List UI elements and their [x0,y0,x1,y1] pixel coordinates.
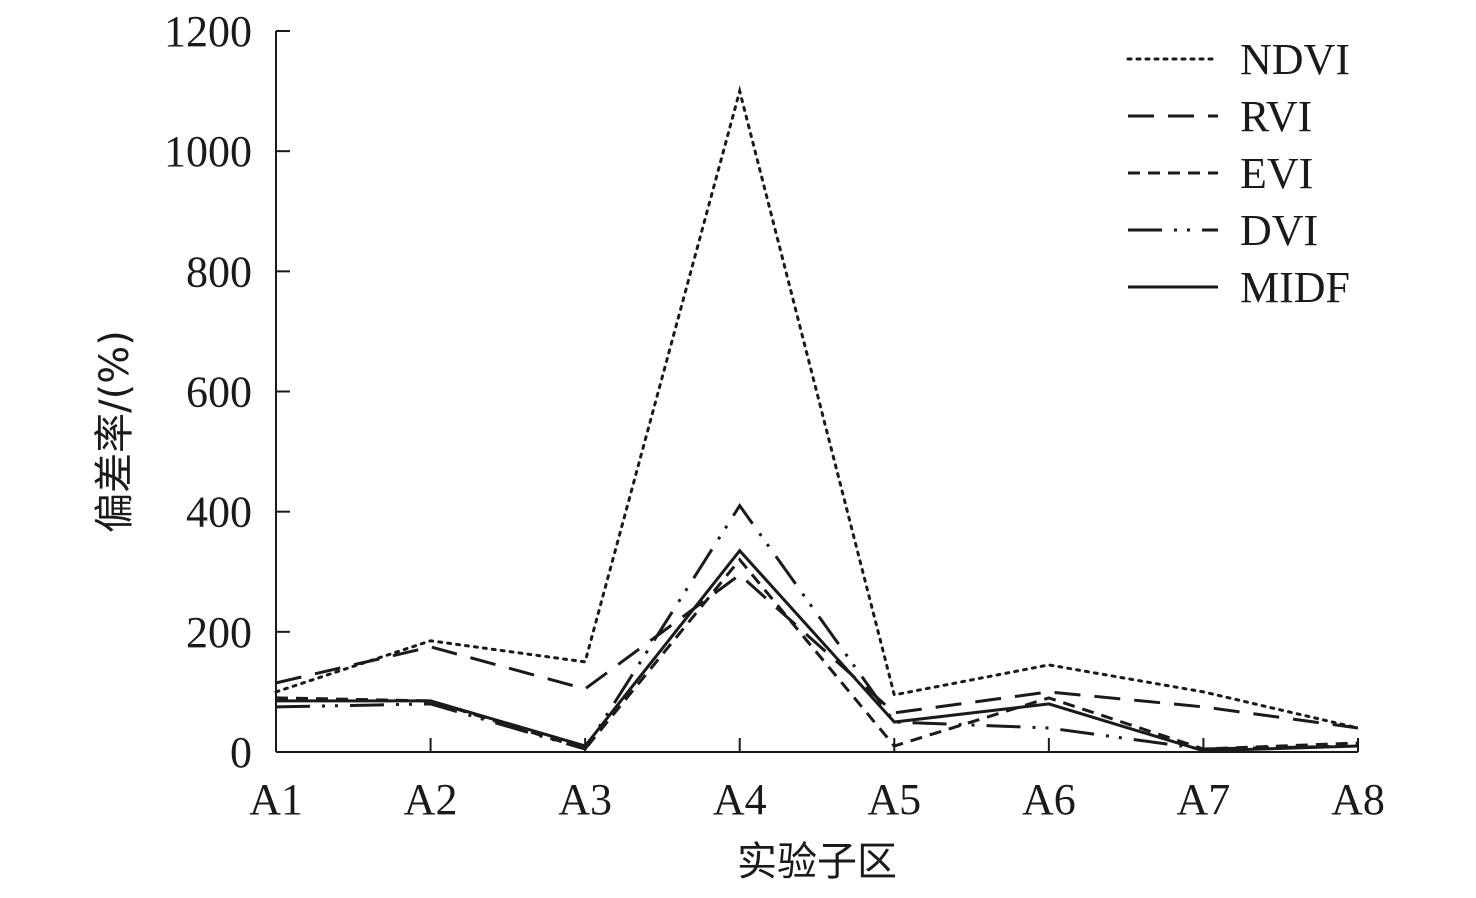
y-tick-label: 1200 [164,7,252,56]
series-line-midf [276,548,1359,753]
x-tick-label: A2 [404,775,458,824]
y-tick-label: 1000 [164,127,252,176]
legend-label-ndvi: NDVI [1240,35,1350,84]
y-tick-label: 0 [230,728,252,777]
legend-label-rvi: RVI [1240,92,1312,141]
legend: NDVI RVI EVI DVI MIDF [1126,35,1350,312]
legend-label-midf: MIDF [1240,263,1350,312]
x-tick-label: A1 [249,775,303,824]
y-tick-label: 800 [186,247,252,296]
series-line-rvi [275,572,1359,730]
x-axis-ticks: A1 A2 A3 A4 A5 A6 A7 A8 [249,738,1385,824]
series-line-dvi [275,503,1359,751]
legend-label-evi: EVI [1240,149,1313,198]
y-axis-title: 偏差率/(%) [92,330,138,533]
x-tick-label: A5 [867,775,921,824]
series-line-ndvi [274,85,1360,730]
y-tick-label: 600 [186,368,252,417]
y-axis-ticks: 0 200 400 600 800 1000 1200 [164,7,290,777]
y-tick-label: 200 [186,608,252,657]
y-tick-label: 400 [186,488,252,537]
x-tick-label: A6 [1022,775,1076,824]
x-tick-label: A7 [1177,775,1231,824]
legend-label-dvi: DVI [1240,206,1318,255]
series-line-evi [275,557,1359,751]
x-tick-label: A4 [713,775,767,824]
x-axis-title: 实验子区 [737,839,897,885]
x-tick-label: A8 [1331,775,1385,824]
x-tick-label: A3 [558,775,612,824]
data-series [274,85,1360,753]
